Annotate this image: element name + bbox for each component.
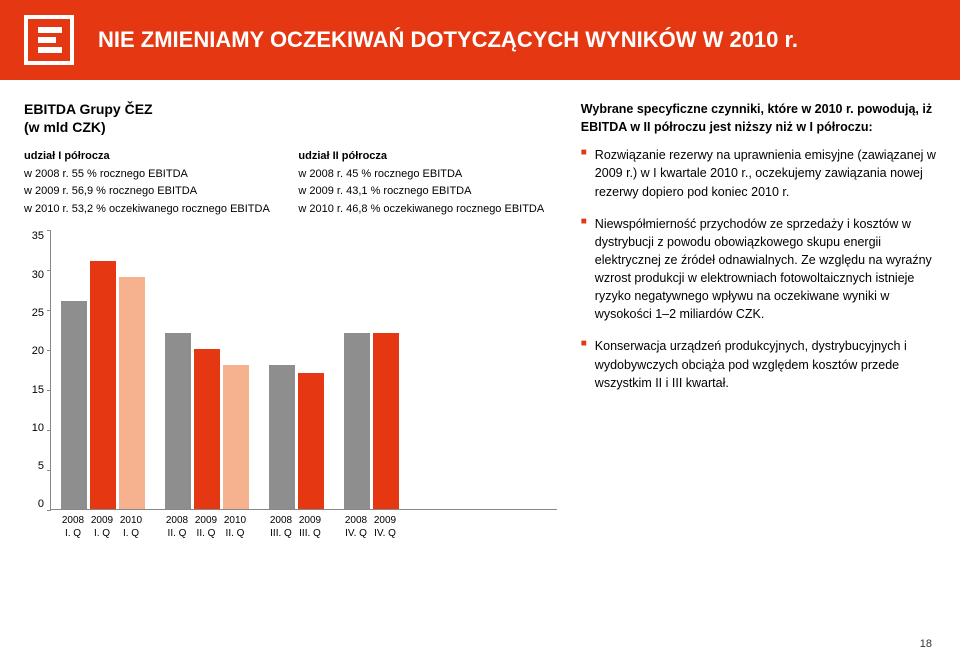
legend-col-left: udział I półrocza w 2008 r. 55 % roczneg… (24, 148, 282, 218)
bar (344, 333, 370, 509)
y-tick: 5 (24, 460, 44, 472)
bar (119, 277, 145, 509)
x-label-group: 2008II. Q2009II. Q2010II. Q (164, 514, 248, 540)
page-number: 18 (920, 638, 932, 650)
y-tick: 15 (24, 384, 44, 396)
chart-legend: udział I półrocza w 2008 r. 55 % roczneg… (24, 148, 557, 218)
bar (194, 349, 220, 509)
x-label: 2010I. Q (118, 514, 144, 540)
legend-right-2009: w 2009 r. 43,1 % rocznego EBITDA (298, 183, 556, 200)
x-label: 2008II. Q (164, 514, 190, 540)
chart-header-line1: EBITDA Grupy ČEZ (24, 101, 153, 117)
chart-panel: EBITDA Grupy ČEZ (w mld CZK) udział I pó… (24, 100, 557, 560)
y-tick: 10 (24, 422, 44, 434)
chart-header: EBITDA Grupy ČEZ (w mld CZK) (24, 100, 557, 136)
legend-right-2008: w 2008 r. 45 % rocznego EBITDA (298, 166, 556, 183)
legend-right-2010: w 2010 r. 46,8 % oczekiwanego rocznego E… (298, 201, 556, 218)
x-label: 2008I. Q (60, 514, 86, 540)
factors-panel: Wybrane specyficzne czynniki, które w 20… (581, 100, 936, 560)
legend-left-2008: w 2008 r. 55 % rocznego EBITDA (24, 166, 282, 183)
y-tick: 35 (24, 230, 44, 242)
legend-col-right: udział II półrocza w 2008 r. 45 % roczne… (298, 148, 556, 218)
bar-group (61, 261, 145, 509)
x-axis-labels: 2008I. Q2009I. Q2010I. Q 2008II. Q2009II.… (50, 514, 557, 540)
x-label: 2009II. Q (193, 514, 219, 540)
y-axis: 35 30 25 20 15 10 5 0 (24, 230, 50, 510)
content-area: EBITDA Grupy ČEZ (w mld CZK) udział I pó… (0, 80, 960, 560)
bar (373, 333, 399, 509)
factors-list: Rozwiązanie rezerwy na uprawnienia emisy… (581, 146, 936, 392)
x-label: 2009III. Q (297, 514, 323, 540)
bar-group (269, 365, 324, 509)
legend-right-title: udział II półrocza (298, 150, 387, 162)
factor-bullet: Niewspółmierność przychodów ze sprzedaży… (581, 215, 936, 324)
chart-header-line2: (w mld CZK) (24, 119, 106, 135)
x-label: 2009IV. Q (372, 514, 398, 540)
bar (165, 333, 191, 509)
header-band: NIE ZMIENIAMY OCZEKIWAŃ DOTYCZĄCYCH WYNI… (0, 0, 960, 80)
chart-container: 35302520151050 2008I. Q2009I. Q2010I. Q2… (24, 230, 557, 560)
legend-left-2009: w 2009 r. 56,9 % rocznego EBITDA (24, 183, 282, 200)
bar (223, 365, 249, 509)
bar-group (165, 333, 249, 509)
bar-group (344, 333, 399, 509)
x-label: 2008III. Q (268, 514, 294, 540)
y-tick: 30 (24, 269, 44, 281)
company-logo (24, 15, 74, 65)
x-label: 2010II. Q (222, 514, 248, 540)
bar (61, 301, 87, 509)
x-label-group: 2008III. Q2009III. Q (268, 514, 323, 540)
x-label-group: 2008I. Q2009I. Q2010I. Q (60, 514, 144, 540)
y-tick: 25 (24, 307, 44, 319)
bar (90, 261, 116, 509)
y-tick: 20 (24, 345, 44, 357)
x-label-group: 2008IV. Q2009IV. Q (343, 514, 398, 540)
bar (298, 373, 324, 509)
bar (269, 365, 295, 509)
factors-heading: Wybrane specyficzne czynniki, które w 20… (581, 100, 936, 136)
factor-bullet: Rozwiązanie rezerwy na uprawnienia emisy… (581, 146, 936, 200)
legend-left-title: udział I półrocza (24, 150, 110, 162)
x-label: 2008IV. Q (343, 514, 369, 540)
chart-plot (50, 230, 557, 510)
legend-left-2010: w 2010 r. 53,2 % oczekiwanego rocznego E… (24, 201, 282, 218)
factor-bullet: Konserwacja urządzeń produkcyjnych, dyst… (581, 337, 936, 391)
y-tick: 0 (24, 498, 44, 510)
slide-title: NIE ZMIENIAMY OCZEKIWAŃ DOTYCZĄCYCH WYNI… (98, 26, 798, 54)
x-label: 2009I. Q (89, 514, 115, 540)
